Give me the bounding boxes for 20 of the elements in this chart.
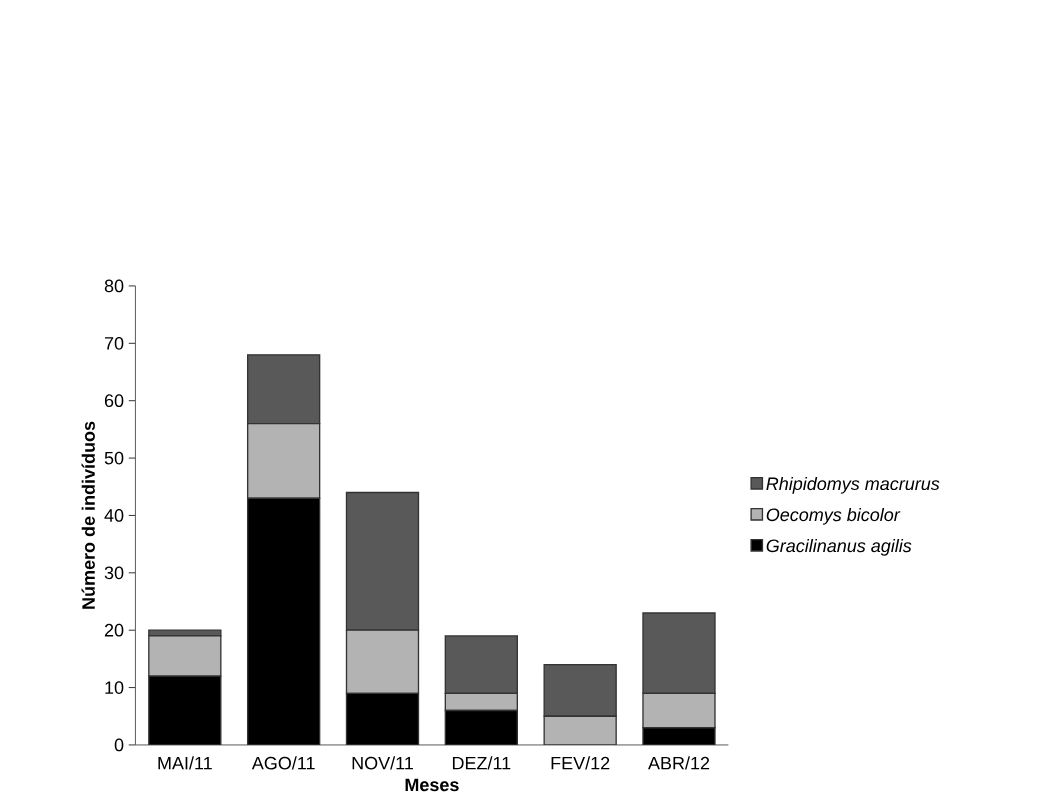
y-tick-label: 40 <box>104 509 124 522</box>
x-tick-label: NOV/11 <box>352 756 413 770</box>
y-tick-label: 70 <box>104 337 124 350</box>
x-tick-label: ABR/12 <box>648 756 710 770</box>
legend-label: Gracilinanus agilis <box>766 539 912 556</box>
y-tick-label: 0 <box>114 738 124 752</box>
x-tick-label: FEV/12 <box>551 756 610 770</box>
x-tick-label: DEZ/11 <box>452 756 511 770</box>
legend-label: Oecomys bicolor <box>766 508 901 525</box>
y-tick-label: 10 <box>105 681 124 695</box>
y-tick-label: 50 <box>104 451 124 465</box>
x-tick-label: AGO/11 <box>251 756 315 770</box>
legend-label: Rhipidomys macrurus <box>766 477 940 494</box>
x-axis-title: Meses <box>405 778 459 792</box>
y-tick-label: 20 <box>104 624 124 637</box>
y-tick-label: 30 <box>104 566 124 580</box>
y-axis-title: Número de indivíduos <box>81 421 95 609</box>
y-tick-label: 80 <box>104 279 124 293</box>
x-tick-label: MAI/11 <box>158 756 212 770</box>
y-tick-label: 60 <box>104 394 124 408</box>
